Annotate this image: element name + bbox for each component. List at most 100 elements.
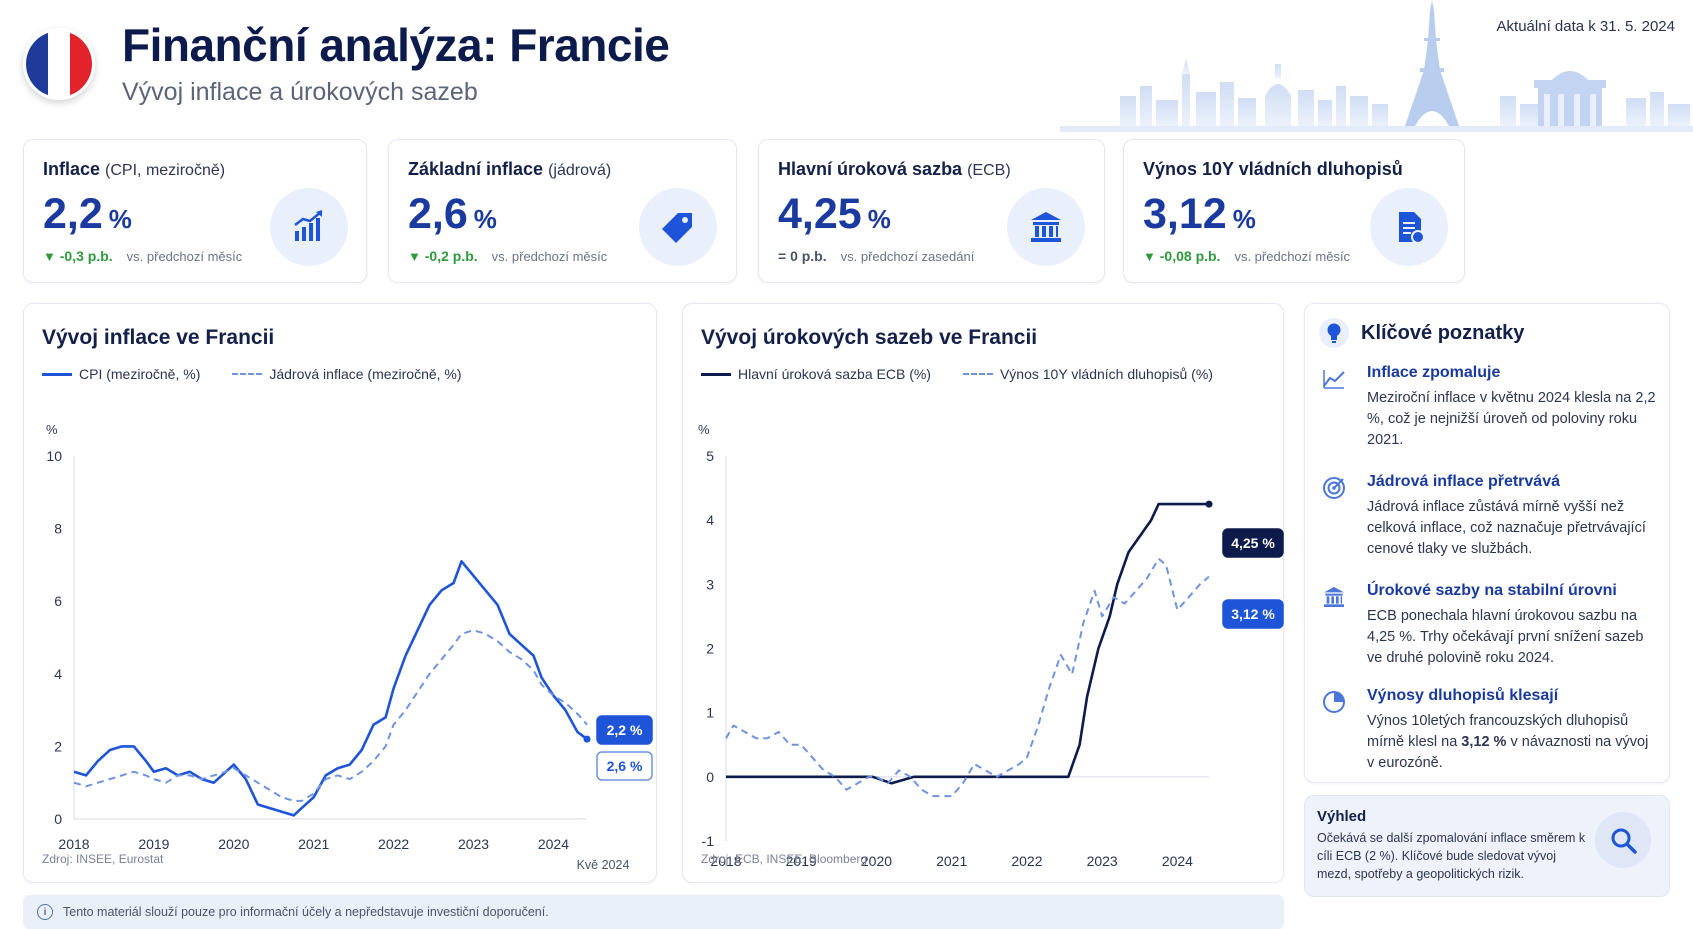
badge-label: 2,6 % [607, 758, 643, 774]
y-axis-label: % [698, 422, 710, 437]
kpi-value-unit: % [108, 204, 132, 234]
x-tick-label: 2020 [861, 853, 892, 869]
insight-text: Jádrová inflace zůstává mírně vyšší než … [1367, 499, 1646, 557]
inflation-line-chart: % 0 2 4 6 8 10 2018 2019 2020 2021 2022 2023 2024 Kvě … [46, 422, 653, 869]
inflation-chart-card: Vývoj inflace ve Francii CPI (meziročně,… [23, 303, 657, 883]
y-tick-label: 0 [54, 811, 62, 827]
kpi-title-main: Výnos 10Y vládních dluhopisů [1143, 159, 1403, 179]
badge-box [596, 751, 653, 781]
legend-label: Jádrová inflace (meziročně, %) [269, 366, 462, 382]
kpi-value: 2,6% [408, 190, 497, 239]
france-flag-icon [23, 28, 95, 100]
insights-title: Klíčové poznatky [1361, 321, 1525, 344]
insight-text: Výnos 10letých francouzských dluhopisů m… [1367, 711, 1657, 774]
flag-stripe-blue [26, 31, 48, 97]
kpi-delta-value: -0,3 p.b. [59, 248, 113, 264]
kpi-delta-value: -0,2 p.b. [424, 248, 478, 264]
insight-title: Inflace zpomaluje [1367, 364, 1501, 381]
kpi-value-unit: % [1232, 204, 1256, 234]
y-tick-label: 0 [706, 769, 714, 785]
kpi-compare: vs. předchozí měsíc [1234, 249, 1351, 264]
kpi-title-note: (jádrová) [548, 162, 612, 179]
badge-label: 2,2 % [607, 722, 643, 738]
legend-item-cpi: CPI (meziročně, %) [42, 366, 200, 382]
legend-item-bond-yield: Výnos 10Y vládních dluhopisů (%) [962, 366, 1213, 382]
bond-document-icon [1370, 188, 1448, 266]
legend-label: Výnos 10Y vládních dluhopisů (%) [999, 366, 1213, 382]
end-value-badge: 3,12 % [1222, 599, 1284, 629]
chart-title: Vývoj úrokových sazeb ve Francii [701, 326, 1038, 349]
kpi-delta-value: -0,08 p.b. [1159, 248, 1221, 264]
x-tick-label: 2018 [58, 836, 89, 852]
legend-swatch-dashed [962, 373, 993, 375]
y-tick-label: 2 [706, 641, 714, 657]
kpi-title-note: (CPI, meziročně) [105, 162, 226, 179]
down-arrow-icon: ▼ [1143, 249, 1156, 264]
legend-swatch-solid [701, 372, 731, 376]
y-tick-label: -1 [702, 833, 715, 849]
bank-icon [1319, 582, 1349, 612]
insight-title: Jádrová inflace přetrvává [1367, 473, 1560, 490]
disclaimer-text: Tento materiál slouží pouze pro informač… [63, 905, 549, 919]
x-tick-label: 2023 [1087, 853, 1118, 869]
insight-text-part: Výnos 10letých francouzských dluhopisů m… [1367, 713, 1629, 750]
y-axis-label: % [46, 422, 58, 437]
kpi-title: Inflace (CPI, meziročně) [43, 159, 225, 180]
flag-stripe-red [70, 31, 92, 97]
kpi-title: Hlavní úroková sazba (ECB) [778, 159, 1011, 180]
kpi-compare: vs. předchozí měsíc [126, 249, 243, 264]
series-line-1 [726, 502, 1209, 785]
insight-text-bold: 3,12 % [1461, 734, 1507, 750]
kpi-card-ecb-rate: Hlavní úroková sazba (ECB) 4,25% = 0 p.b… [758, 139, 1105, 283]
chart-legend: Hlavní úroková sazba ECB (%) Výnos 10Y v… [701, 366, 1245, 382]
badge-label: 4,25 % [1231, 535, 1275, 551]
info-icon: i [37, 904, 53, 920]
page-subtitle: Vývoj inflace a úrokových sazeb [122, 78, 478, 106]
kpi-delta: ▼ -0,2 p.b. vs. předchozí měsíc [408, 248, 607, 264]
kpi-delta: ▼ -0,08 p.b. vs. předchozí měsíc [1143, 248, 1350, 264]
legend-label: Hlavní úroková sazba ECB (%) [738, 366, 931, 382]
kpi-value-number: 2,2 [43, 190, 103, 238]
kpi-title: Výnos 10Y vládních dluhopisů [1143, 159, 1403, 180]
insights-header: Klíčové poznatky [1319, 318, 1524, 348]
outlook-box: Výhled Očekává se další zpomalování infl… [1304, 795, 1670, 897]
insight-title: Úrokové sazby na stabilní úrovni [1367, 582, 1617, 599]
kpi-value-unit: % [473, 204, 497, 234]
y-tick-label: 4 [706, 512, 714, 528]
header: Finanční analýza: Francie Vývoj inflace … [0, 0, 1693, 132]
badge-box [1222, 528, 1284, 558]
y-tick-label: 2 [54, 738, 62, 754]
x-tick-label: 2021 [298, 836, 329, 852]
y-tick-label: 3 [706, 576, 714, 592]
badge-box [1222, 599, 1284, 629]
kpi-value: 4,25% [778, 190, 891, 239]
x-tick-label: 2024 [1162, 853, 1193, 869]
x-tick-label: 2019 [138, 836, 169, 852]
series-line-2 [725, 557, 1210, 798]
kpi-value-number: 4,25 [778, 190, 862, 238]
y-tick-label: 4 [54, 666, 62, 682]
kpi-card-inflation: Inflace (CPI, meziročně) 2,2% ▼ -0,3 p.b… [23, 139, 367, 283]
insight-item: Výnosy dluhopisů klesají Výnos 10letých … [1319, 687, 1659, 777]
kpi-delta-value: = 0 p.b. [778, 248, 827, 264]
chart-title: Vývoj inflace ve Francii [42, 326, 275, 349]
kpi-card-bond-yield: Výnos 10Y vládních dluhopisů 3,12% ▼ -0,… [1123, 139, 1465, 283]
end-value-badge: 4,25 % [1222, 528, 1284, 558]
insight-text: Meziroční inflace v květnu 2024 klesla n… [1367, 390, 1656, 448]
kpi-delta: ▼ -0,3 p.b. vs. předchozí měsíc [43, 248, 242, 264]
series-end-point [583, 735, 591, 743]
series-end-point [1205, 500, 1213, 508]
chart-source: Zdroj: INSEE, Eurostat [42, 852, 164, 866]
bank-icon [1007, 188, 1085, 266]
series-line-1 [73, 560, 588, 817]
x-tick-label: 2020 [218, 836, 249, 852]
kpi-card-core-inflation: Základní inflace (jádrová) 2,6% ▼ -0,2 p… [388, 139, 737, 283]
insight-item: Úrokové sazby na stabilní úrovni ECB pon… [1319, 582, 1659, 682]
tag-icon [639, 188, 717, 266]
x-tick-label: 2019 [786, 853, 817, 869]
y-tick-label: 1 [706, 705, 714, 721]
kpi-title: Základní inflace (jádrová) [408, 159, 611, 180]
lightbulb-icon [1319, 318, 1349, 348]
outlook-text: Očekává se další zpomalování inflace smě… [1317, 831, 1586, 881]
chart-growth-icon [270, 188, 348, 266]
